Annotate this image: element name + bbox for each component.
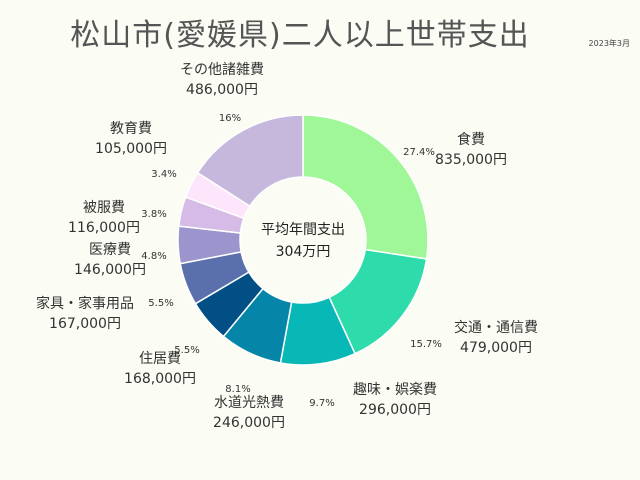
center-label: 平均年間支出 [261,222,345,238]
slice-percent-7: 3.8% [141,209,166,220]
slice-percent-1: 15.7% [410,339,442,350]
slice-name-2: 趣味・娯楽費 [353,382,437,398]
slice-value-0: 835,000円 [435,152,507,168]
date-label: 2023年3月 [588,39,630,48]
slice-9 [196,114,304,208]
slice-value-2: 296,000円 [359,402,431,418]
slice-percent-6: 4.8% [141,251,166,262]
slice-percent-5: 5.5% [148,298,173,309]
slice-name-6: 医療費 [89,241,131,258]
slice-percent-0: 27.4% [403,147,435,158]
slice-value-4: 168,000円 [124,371,196,387]
slice-percent-8: 3.4% [151,169,176,180]
slice-value-7: 116,000円 [68,220,140,236]
chart-title: 松山市(愛媛県)二人以上世帯支出 [70,18,530,53]
slice-value-9: 486,000円 [186,82,258,98]
slice-name-8: 教育費 [110,121,152,137]
slice-value-1: 479,000円 [460,340,532,356]
slice-name-9: その他諸雑費 [180,62,264,78]
slice-name-7: 被服費 [83,200,125,216]
slice-name-0: 食費 [457,131,485,148]
slice-percent-4: 5.5% [174,345,199,356]
center-value: 304万円 [276,244,331,260]
slice-value-5: 167,000円 [49,316,121,332]
slice-name-1: 交通・通信費 [454,319,538,336]
slice-name-5: 家具・家事用品 [36,295,134,312]
slice-percent-9: 16% [219,113,241,124]
slice-percent-2: 9.7% [309,398,334,409]
slice-value-3: 246,000円 [213,415,285,431]
slice-name-3: 水道光熱費 [214,395,284,411]
slice-0 [302,114,429,260]
slice-value-8: 105,000円 [95,141,167,157]
slice-percent-3: 8.1% [225,384,250,395]
slice-value-6: 146,000円 [74,262,146,278]
slice-name-4: 住居費 [139,351,181,367]
